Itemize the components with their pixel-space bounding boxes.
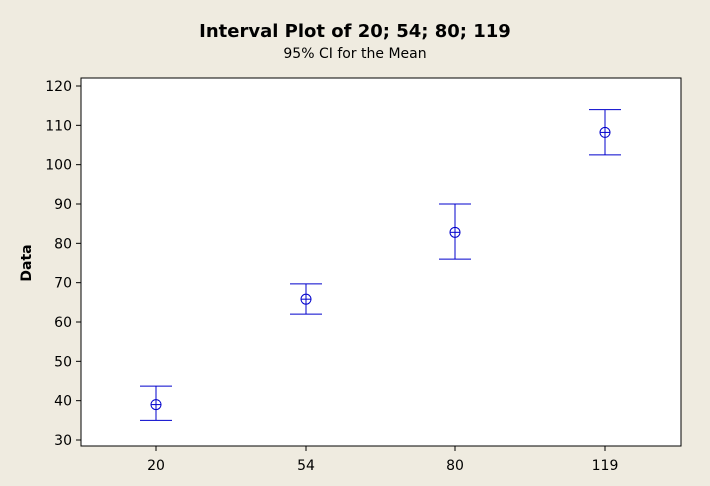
x-tick-label: 54 — [297, 458, 315, 474]
interval-80 — [439, 203, 471, 260]
interval-marks — [140, 109, 621, 421]
y-tick-label: 30 — [54, 433, 72, 449]
chart-subtitle: 95% CI for the Mean — [283, 46, 427, 62]
chart-title: Interval Plot of 20; 54; 80; 119 — [199, 21, 511, 42]
y-tick-label: 70 — [54, 276, 72, 292]
y-tick-label: 80 — [54, 236, 72, 252]
y-tick-label: 40 — [54, 394, 72, 410]
interval-119 — [589, 109, 621, 156]
y-tick-label: 110 — [45, 118, 72, 134]
interval-54 — [290, 283, 322, 315]
y-axis: 30 40 50 60 70 80 90 100 110 120 — [45, 79, 81, 449]
y-tick-label: 100 — [45, 158, 72, 174]
y-tick-label: 90 — [54, 197, 72, 213]
y-tick-label: 120 — [45, 79, 72, 95]
y-axis-title: Data — [19, 244, 35, 281]
y-tick-label: 60 — [54, 315, 72, 331]
plot-area — [80, 77, 682, 447]
y-tick-label: 50 — [54, 354, 72, 370]
x-axis: 20 54 80 119 — [147, 446, 618, 474]
x-tick-label: 20 — [147, 458, 165, 474]
interval-20 — [140, 385, 172, 421]
x-tick-label: 80 — [446, 458, 464, 474]
x-tick-label: 119 — [592, 458, 619, 474]
